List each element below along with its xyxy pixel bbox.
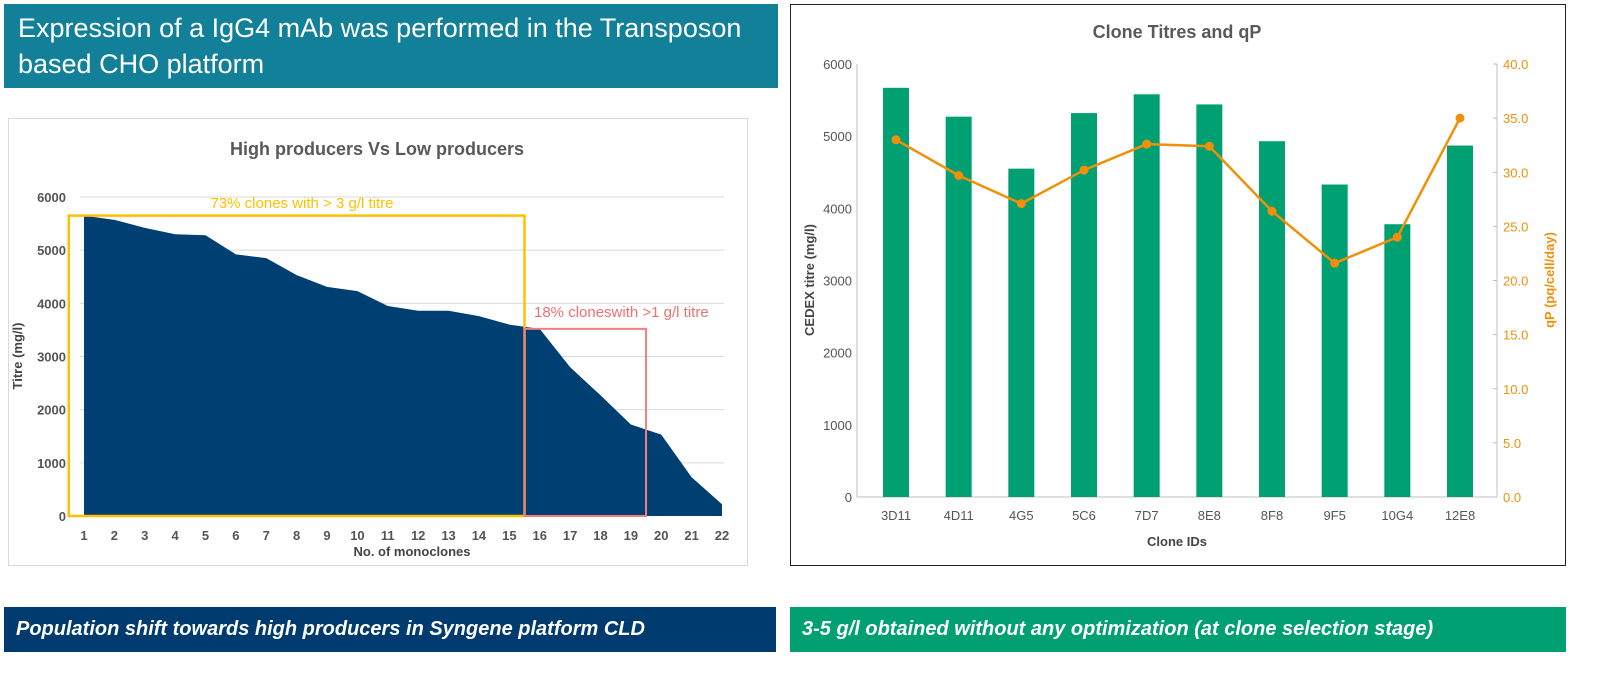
qp-point — [1392, 232, 1402, 242]
left-banner: Population shift towards high producers … — [4, 607, 776, 652]
x-tick-label: 8 — [293, 528, 300, 543]
x-tick-label: 9F5 — [1323, 508, 1345, 523]
annotation-high-producers: 73% clones with > 3 g/l titre — [210, 195, 393, 212]
y-tick-label: 3000 — [823, 274, 852, 289]
x-tick-label: 7 — [263, 528, 270, 543]
bar — [1321, 184, 1348, 498]
x-tick-label: 13 — [441, 528, 455, 543]
y2-tick-label: 30.0 — [1503, 165, 1528, 180]
x-tick-label: 12E8 — [1445, 508, 1475, 523]
x-tick-label: 6 — [232, 528, 239, 543]
y-tick-label: 5000 — [37, 243, 66, 258]
qp-point — [1455, 113, 1465, 123]
x-tick-label: 22 — [715, 528, 729, 543]
bar — [1259, 141, 1285, 498]
bar — [1447, 145, 1473, 497]
y-tick-label: 6000 — [823, 57, 852, 72]
right-chart-title: Clone Titres and qP — [1093, 22, 1262, 42]
left-x-label: No. of monoclones — [354, 544, 471, 559]
x-tick-label: 4 — [172, 528, 180, 543]
x-tick-label: 8E8 — [1198, 508, 1221, 523]
y-tick-label: 2000 — [37, 403, 66, 418]
x-tick-label: 18 — [593, 528, 607, 543]
y-tick-label: 1000 — [823, 418, 852, 433]
qp-point — [1016, 199, 1026, 209]
x-tick-label: 10G4 — [1381, 508, 1413, 523]
qp-point — [1204, 141, 1214, 151]
x-tick-label: 10 — [350, 528, 364, 543]
x-tick-label: 9 — [323, 528, 330, 543]
x-tick-label: 12 — [411, 528, 425, 543]
x-tick-label: 21 — [684, 528, 698, 543]
y2-tick-label: 40.0 — [1503, 57, 1528, 72]
y2-tick-label: 15.0 — [1503, 328, 1528, 343]
right-banner: 3-5 g/l obtained without any optimizatio… — [790, 607, 1566, 652]
qp-point — [1330, 258, 1340, 268]
y2-tick-label: 25.0 — [1503, 219, 1528, 234]
x-tick-label: 5C6 — [1072, 508, 1096, 523]
bar — [1071, 113, 1097, 497]
y-tick-label: 5000 — [823, 129, 852, 144]
bar — [883, 87, 909, 497]
area-series — [84, 215, 722, 516]
x-tick-label: 7D7 — [1135, 508, 1159, 523]
y-tick-label: 1000 — [37, 456, 66, 471]
qp-point — [954, 170, 964, 180]
bar — [1384, 224, 1411, 497]
y-tick-label: 3000 — [37, 350, 66, 365]
right-y2-label: qP (pq/cell/day) — [1542, 232, 1557, 328]
header-title: Expression of a IgG4 mAb was performed i… — [4, 4, 778, 88]
annotation-low-producers: 18% cloneswith >1 g/l titre — [534, 304, 709, 321]
qp-point — [891, 135, 901, 145]
bar — [1196, 104, 1223, 497]
x-tick-label: 16 — [532, 528, 546, 543]
y2-tick-label: 20.0 — [1503, 274, 1528, 289]
y2-tick-label: 5.0 — [1503, 436, 1521, 451]
left-y-label: Titre (mg/l) — [10, 323, 25, 390]
y2-tick-label: 10.0 — [1503, 382, 1528, 397]
x-tick-label: 19 — [624, 528, 638, 543]
x-tick-label: 8F8 — [1261, 508, 1283, 523]
right-chart-frame — [790, 4, 1566, 566]
y-tick-label: 4000 — [823, 201, 852, 216]
y-tick-label: 6000 — [37, 190, 66, 205]
x-tick-label: 1 — [80, 528, 87, 543]
x-tick-label: 4G5 — [1009, 508, 1034, 523]
y-tick-label: 0 — [845, 490, 852, 505]
qp-point — [1079, 165, 1089, 175]
right-y-label: CEDEX titre (mg/l) — [802, 224, 817, 336]
y2-tick-label: 35.0 — [1503, 111, 1528, 126]
qp-point — [1267, 206, 1277, 216]
x-tick-label: 3D11 — [881, 508, 911, 523]
x-tick-label: 4D11 — [944, 508, 974, 523]
x-tick-label: 17 — [563, 528, 577, 543]
qp-point — [1142, 139, 1152, 149]
x-tick-label: 2 — [111, 528, 118, 543]
bar — [1133, 94, 1160, 497]
annotation-box — [523, 327, 648, 517]
right-x-label: Clone IDs — [1147, 534, 1207, 549]
qp-line — [895, 117, 1462, 265]
x-tick-label: 3 — [141, 528, 148, 543]
left-chart-title: High producers Vs Low producers — [230, 139, 524, 159]
y-tick-label: 4000 — [37, 296, 66, 311]
x-tick-label: 15 — [502, 528, 516, 543]
bar — [1008, 168, 1035, 497]
x-tick-label: 5 — [202, 528, 209, 543]
y-tick-label: 0 — [59, 509, 66, 524]
x-tick-label: 14 — [472, 528, 487, 543]
x-tick-label: 11 — [381, 528, 395, 543]
left-chart-frame — [8, 118, 748, 566]
y-tick-label: 2000 — [823, 346, 852, 361]
x-tick-label: 20 — [654, 528, 668, 543]
y2-tick-label: 0.0 — [1503, 490, 1521, 505]
